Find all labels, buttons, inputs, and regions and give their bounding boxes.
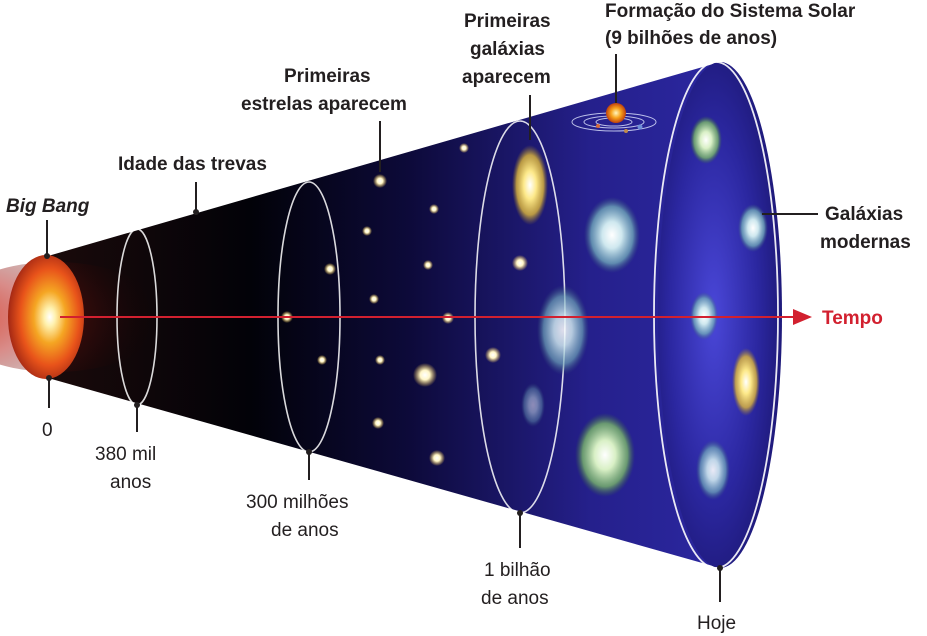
star [429,204,439,214]
star [369,294,379,304]
star [373,174,387,188]
galaxy [537,285,589,375]
star [413,363,437,387]
star [324,263,336,275]
timeline-1b-line2: de anos [481,588,549,609]
star [375,355,385,365]
star [317,355,327,365]
cone-end-today [658,62,782,568]
time-arrow-head [793,309,812,325]
timeline-0: 0 [42,420,53,441]
solar-system [571,103,657,133]
galaxy [512,145,548,225]
label-big-bang: Big Bang [6,196,90,217]
label-modern-galaxies-line1: Galáxias [825,204,903,225]
galaxy [738,204,768,252]
label-first-galaxies-line1: Primeiras [464,11,551,32]
galaxy [690,116,722,164]
star [485,347,501,363]
star [362,226,372,236]
timeline-300m-line1: 300 milhões [246,492,348,513]
star [429,450,445,466]
leader-dot [193,209,199,215]
galaxy [575,413,635,497]
galaxy [584,197,640,273]
label-first-stars-line1: Primeiras [284,66,371,87]
label-modern-galaxies-line2: modernas [820,232,911,253]
galaxy [696,440,730,500]
label-first-galaxies-line3: aparecem [462,67,551,88]
galaxy [521,383,545,427]
time-slice-today [653,61,779,569]
leader-dot [44,253,50,259]
timeline-today: Hoje [697,613,736,634]
label-first-stars-line2: estrelas aparecem [241,94,407,115]
star [459,143,469,153]
timeline-380k-line2: anos [110,472,151,493]
timeline-300m-line2: de anos [271,520,339,541]
label-time-arrow: Tempo [822,308,883,329]
galaxy [732,348,760,416]
star [372,417,384,429]
star [512,255,528,271]
timeline-1b-line1: 1 bilhão [484,560,551,581]
star [423,260,433,270]
galaxies [512,116,768,500]
label-solar-system-line2: (9 bilhões de anos) [605,28,777,49]
timeline-380k-line1: 380 mil [95,444,156,465]
label-dark-ages: Idade das trevas [118,154,267,175]
label-solar-system-line1: Formação do Sistema Solar [605,1,856,22]
first-stars [281,143,528,466]
sun-icon [606,103,626,123]
big-bang-sphere [8,255,84,379]
label-first-galaxies-line2: galáxias [470,39,545,60]
